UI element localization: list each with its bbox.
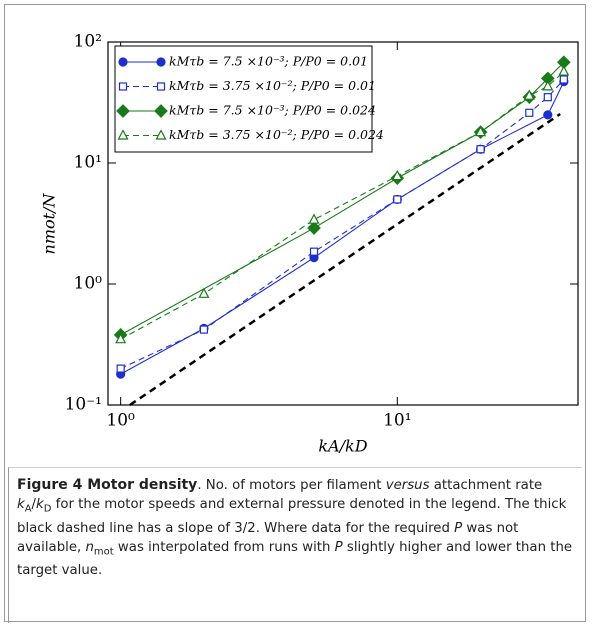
- legend-label: kMτb = 7.5 ×10⁻³; P/P0 = 0.024: [169, 103, 376, 118]
- marker: [307, 221, 321, 235]
- marker: [116, 104, 130, 118]
- marker: [198, 287, 210, 298]
- y-tick-label: 10⁰: [74, 274, 103, 294]
- marker: [118, 57, 128, 67]
- caption-text: A: [24, 503, 32, 515]
- caption-text: k: [36, 497, 44, 512]
- marker: [475, 125, 487, 137]
- series-line: [129, 112, 561, 407]
- marker: [154, 104, 168, 118]
- caption-text: D: [43, 503, 52, 515]
- marker: [309, 247, 319, 256]
- caption-text: attachment rate: [429, 478, 543, 493]
- x-tick-label: 10¹: [383, 411, 411, 431]
- marker: [559, 75, 568, 84]
- caption-text: slightly higher and lower than the targe…: [17, 539, 573, 579]
- caption-text: /: [31, 497, 37, 512]
- caption-text: P: [334, 539, 343, 555]
- y-tick-label: 10⁻¹: [65, 395, 102, 415]
- marker: [543, 110, 553, 120]
- caption-text: P: [454, 520, 463, 536]
- figure-frame: [4, 4, 586, 622]
- x-tick-label: 10⁰: [106, 411, 135, 431]
- y-tick-label: 10²: [74, 32, 102, 52]
- legend-label: kMτb = 7.5 ×10⁻³; P/P0 = 0.01: [169, 54, 368, 69]
- marker: [542, 80, 554, 91]
- plot-area: [107, 41, 579, 406]
- caption-text: versus: [385, 478, 430, 493]
- marker: [391, 169, 403, 181]
- caption: Figure 4 Motor density. No. of motors pe…: [8, 467, 582, 623]
- legend-label: kMτb = 3.75 ×10⁻²; P/P0 = 0.024: [169, 127, 384, 142]
- caption-text: . No. of motors per filament: [197, 478, 386, 493]
- marker: [543, 93, 552, 102]
- legend-label: kMτb = 3.75 ×10⁻²; P/P0 = 0.01: [169, 78, 376, 93]
- marker: [558, 65, 570, 76]
- marker: [117, 129, 129, 140]
- marker: [393, 195, 402, 204]
- marker: [199, 325, 209, 334]
- caption-text: k: [17, 497, 25, 512]
- marker: [156, 57, 166, 67]
- y-axis-label: nmot/N: [40, 193, 59, 255]
- marker: [156, 82, 166, 91]
- x-axis-label: kA/kD: [318, 437, 367, 456]
- caption-text: was interpolated from runs with: [113, 539, 335, 555]
- caption-text: n: [85, 539, 94, 555]
- marker: [525, 108, 534, 117]
- marker: [115, 332, 127, 344]
- marker: [476, 145, 485, 154]
- y-tick-label: 10¹: [74, 153, 102, 173]
- caption-text: mot: [93, 546, 114, 558]
- caption-text: was not available,: [17, 520, 519, 555]
- marker: [523, 89, 535, 100]
- marker: [116, 364, 125, 373]
- caption-text: for the motor speeds and external pressu…: [17, 497, 567, 536]
- marker: [118, 82, 128, 91]
- marker: [155, 129, 167, 140]
- marker: [308, 213, 320, 224]
- caption-title: Figure 4 Motor density: [17, 477, 198, 493]
